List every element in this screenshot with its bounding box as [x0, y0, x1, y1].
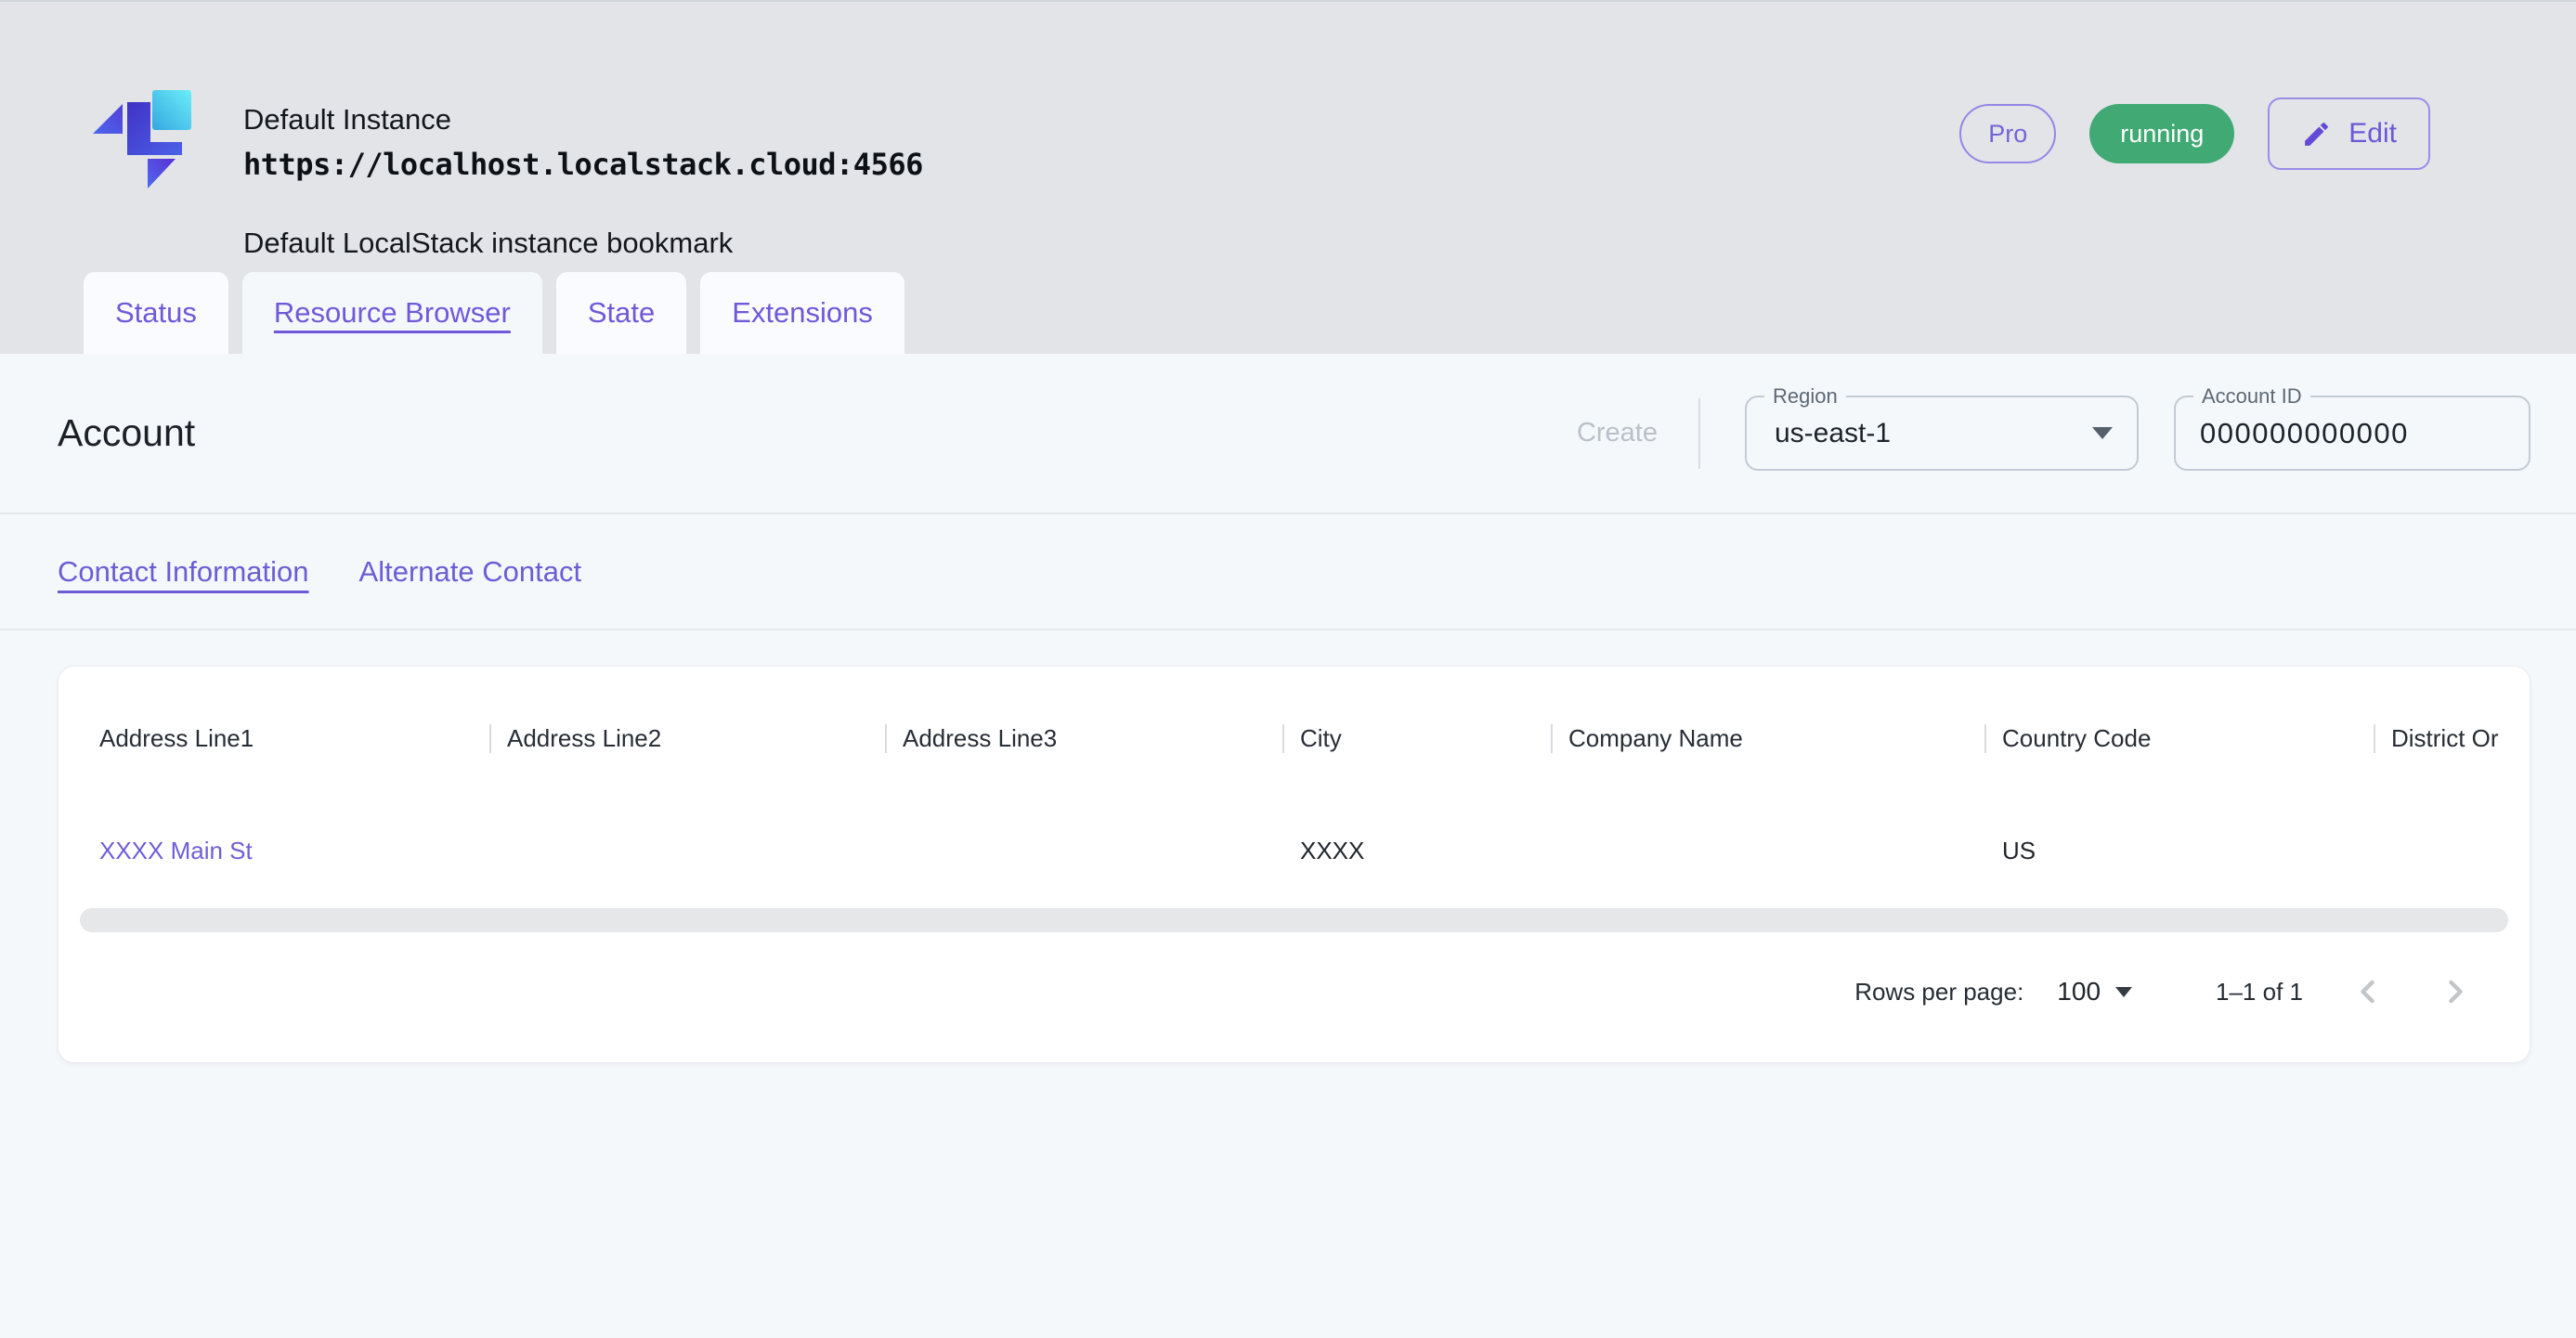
edit-button[interactable]: Edit	[2268, 97, 2430, 170]
region-select[interactable]: Region us-east-1	[1745, 384, 2139, 471]
instance-tabs: Status Resource Browser State Extensions	[0, 272, 2576, 354]
instance-badges: Pro running Edit	[1959, 97, 2430, 170]
column-header-country-code: Country Code	[2002, 723, 2152, 752]
instance-identity: Default Instance https://localhost.local…	[93, 90, 923, 261]
pagination-range-label: 1–1 of 1	[2216, 977, 2303, 1006]
account-subtabs: Contact Information Alternate Contact	[0, 514, 2576, 629]
account-id-input[interactable]	[2200, 416, 2504, 450]
pagination-bar: Rows per page: 100 1–1 of 1	[59, 956, 2530, 1027]
cell-city: XXXX	[1300, 836, 1365, 864]
pro-badge: Pro	[1959, 104, 2057, 163]
column-header-city: City	[1300, 723, 1342, 752]
previous-page-button[interactable]	[2346, 969, 2390, 1014]
subtab-contact-information[interactable]: Contact Information	[58, 554, 309, 588]
divider	[0, 513, 2576, 514]
toolbar-divider	[1698, 397, 1700, 469]
tab-state[interactable]: State	[555, 272, 687, 354]
contact-information-table-card: Address Line1 Address Line2 Address Line…	[58, 666, 2530, 1063]
instance-subtitle: Default LocalStack instance bookmark	[243, 227, 734, 259]
horizontal-scrollbar[interactable]	[80, 908, 2508, 932]
localstack-logo-icon	[93, 90, 191, 190]
instance-url: https://localhost.localstack.cloud:4566	[243, 147, 923, 182]
region-label: Region	[1764, 384, 1846, 409]
instance-title: Default Instance	[243, 103, 452, 136]
tab-status[interactable]: Status	[84, 272, 228, 354]
account-id-label: Account ID	[2193, 384, 2310, 409]
rows-per-page-value: 100	[2057, 977, 2101, 1006]
table-row: XXXX Main St XXXX US	[59, 830, 2530, 871]
status-badge: running	[2089, 104, 2235, 163]
next-page-button[interactable]	[2433, 969, 2478, 1014]
chevron-left-icon	[2361, 980, 2374, 1004]
rows-per-page-select[interactable]: 100	[2057, 977, 2133, 1007]
caret-down-icon	[2092, 427, 2113, 439]
column-header-company-name: Company Name	[1568, 723, 1743, 752]
create-button[interactable]: Create	[1576, 418, 1658, 448]
instance-header: Default Instance https://localhost.local…	[0, 2, 2576, 261]
cell-address-line1-link[interactable]: XXXX Main St	[99, 836, 253, 864]
chevron-right-icon	[2449, 980, 2463, 1004]
cell-country-code: US	[2002, 836, 2036, 864]
tab-extensions[interactable]: Extensions	[700, 272, 904, 354]
subtab-alternate-contact[interactable]: Alternate Contact	[358, 554, 582, 588]
edit-button-label: Edit	[2348, 118, 2397, 149]
caret-down-icon	[2115, 986, 2133, 997]
rows-per-page-label: Rows per page:	[1854, 977, 2024, 1006]
divider	[0, 629, 2576, 630]
toolbar-controls: Create Region us-east-1 Account ID	[1576, 384, 2530, 471]
resource-toolbar: Account Create Region us-east-1 Account …	[0, 354, 2576, 513]
tab-resource-browser[interactable]: Resource Browser	[241, 272, 542, 354]
column-header-address-line3: Address Line3	[903, 723, 1058, 752]
account-id-field: Account ID	[2174, 384, 2530, 471]
region-value: us-east-1	[1775, 417, 1892, 448]
table-header-row: Address Line1 Address Line2 Address Line…	[59, 718, 2530, 759]
page-title: Account	[58, 411, 196, 454]
instance-text-block: Default Instance https://localhost.local…	[243, 90, 923, 261]
column-header-address-line2: Address Line2	[507, 723, 662, 752]
resource-browser-panel: Account Create Region us-east-1 Account …	[0, 354, 2576, 1338]
column-header-district-or: District Or	[2391, 723, 2499, 752]
pencil-icon	[2305, 122, 2329, 146]
column-header-address-line1: Address Line1	[99, 723, 254, 752]
